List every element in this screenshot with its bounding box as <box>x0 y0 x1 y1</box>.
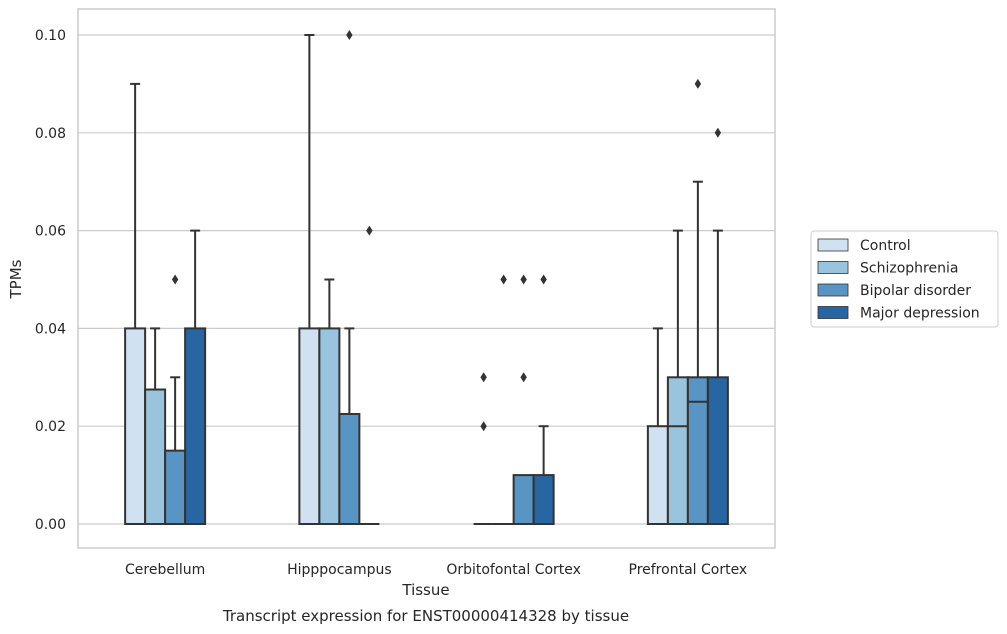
legend-swatch <box>817 261 849 274</box>
box-control <box>124 82 147 525</box>
outlier-point <box>500 274 507 285</box>
x-tick-label: Orbitofontal Cortex <box>446 562 581 578</box>
box-major-depression <box>184 229 207 525</box>
box-rect <box>184 327 207 525</box>
box-bipolar-disorder <box>164 274 187 525</box>
box-control <box>646 327 669 526</box>
outlier-point <box>171 274 179 285</box>
x-axis-label: Tissue <box>401 581 449 599</box>
x-tick-label: Cerebellum <box>125 562 205 578</box>
box-major-depression <box>532 274 555 526</box>
legend-label: Bipolar disorder <box>860 283 971 299</box>
box-rect <box>646 425 669 526</box>
y-tick-label: 0.00 <box>35 517 66 533</box>
outlier-point <box>480 421 487 432</box>
outlier-point <box>520 274 527 285</box>
box-rect <box>532 474 555 526</box>
box-major-depression <box>359 225 380 525</box>
outlier-point <box>480 372 487 383</box>
x-tick-label: Prefrontal Cortex <box>629 562 748 578</box>
box-control <box>298 34 321 525</box>
box-schizophrenia <box>493 274 514 525</box>
box-major-depression <box>706 127 729 525</box>
y-tick-label: 0.06 <box>35 224 66 240</box>
legend-swatch <box>817 238 849 252</box>
y-tick-label: 0.02 <box>35 419 66 435</box>
box-schizophrenia <box>666 229 689 525</box>
box-bipolar-disorder <box>512 274 535 526</box>
x-tick-label: Hipppocampus <box>287 562 392 578</box>
outlier-point <box>694 78 702 89</box>
legend-swatch <box>817 306 849 319</box>
box-rect <box>124 327 147 525</box>
boxes <box>124 30 729 526</box>
box-rect <box>666 376 689 525</box>
outlier-point <box>714 127 722 138</box>
box-rect <box>318 327 341 525</box>
y-axis-ticks: 0.00 0.02 0.04 0.06 0.08 0.10 <box>35 28 66 533</box>
chart-title: Transcript expression for ENST0000041432… <box>222 607 629 625</box>
box-rect <box>706 376 729 525</box>
legend: Control Schizophrenia Bipolar disorder Majo… <box>810 230 999 328</box>
outlier-point <box>540 274 547 285</box>
y-axis-label: TPMs <box>7 259 25 299</box>
box-rect <box>338 412 361 526</box>
legend-swatch <box>817 283 849 297</box>
outlier-point <box>346 30 353 40</box>
y-tick-label: 0.10 <box>35 28 66 44</box>
x-axis-ticks: Cerebellum Hipppocampus Orbitofontal Corte… <box>125 562 747 578</box>
box-rect <box>144 388 167 525</box>
box-bipolar-disorder <box>686 78 709 525</box>
y-tick-label: 0.08 <box>35 126 66 142</box>
legend-label: Schizophrenia <box>860 261 958 277</box>
plot-area-frame <box>77 8 776 549</box>
box-schizophrenia <box>144 327 167 525</box>
legend-frame <box>810 230 999 328</box>
legend-label: Control <box>860 238 911 254</box>
box-schizophrenia <box>318 278 341 525</box>
box-bipolar-disorder <box>338 30 361 526</box>
legend-label: Major depression <box>860 306 980 322</box>
outlier-point <box>366 225 373 236</box>
outlier-point <box>520 372 527 383</box>
box-rect <box>164 449 187 525</box>
box-rect <box>298 327 321 525</box>
box-control <box>473 372 494 525</box>
box-rect <box>686 376 709 525</box>
y-tick-label: 0.04 <box>35 321 66 337</box>
box-rect <box>512 474 535 526</box>
